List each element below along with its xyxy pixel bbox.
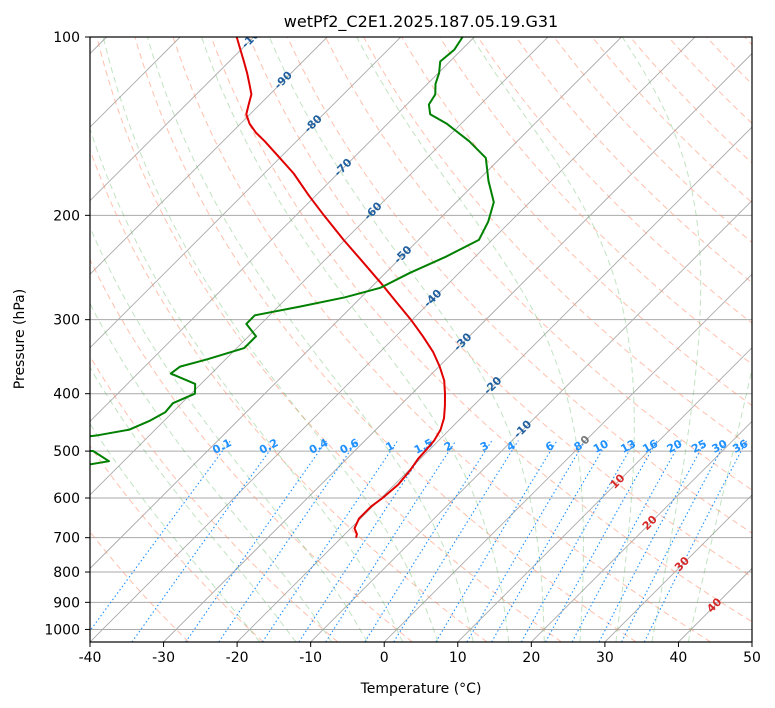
mixing-ratio-line: [218, 440, 358, 642]
mixing-ratio-label: 20: [665, 437, 685, 456]
mixing-ratio-label: 13: [618, 437, 638, 456]
mixing-ratio-line: [393, 440, 519, 642]
isotherm-line: [90, 37, 328, 275]
y-tick-label: 200: [53, 208, 80, 224]
isotherm-line: [604, 494, 752, 642]
y-tick-label: 900: [53, 595, 80, 611]
chart-title: wetPf2_C2E1.2025.187.05.19.G31: [284, 12, 558, 32]
mixing-ratio-line: [491, 440, 609, 642]
x-tick-label: 10: [449, 650, 467, 666]
moist-adiabat-line: [90, 302, 333, 642]
y-tick-label: 500: [53, 444, 80, 460]
dewpoint-profile: [90, 37, 495, 466]
y-tick-label: 600: [53, 491, 80, 507]
mixing-ratio-line: [466, 440, 586, 642]
isotherm-line: [531, 420, 752, 642]
x-tick-label: 40: [670, 650, 688, 666]
x-tick-label: -40: [79, 650, 102, 666]
dry-adiabat-line: [210, 37, 752, 623]
mixing-ratio-line: [131, 440, 278, 642]
axes: -40 -30 -20 -10 0 10 20 30 40 50 100 200 300 400 500 60…: [44, 30, 761, 666]
moist-adiabat-line: [201, 37, 510, 642]
isotherm-line: [90, 37, 475, 422]
x-tick-label: 30: [596, 650, 614, 666]
mixing-ratio-line: [298, 440, 432, 642]
y-tick-label: 700: [53, 531, 80, 547]
x-tick-label: 50: [743, 650, 761, 666]
moist-adiabat-line: [621, 37, 702, 642]
mixing-ratio-line: [621, 440, 727, 642]
moist-adiabat-line: [90, 423, 261, 642]
isotherm-line: [90, 37, 549, 496]
dry-adiabat-line: [477, 37, 752, 324]
dry-adiabat-line: [172, 37, 712, 642]
plot-frame: [89, 36, 753, 643]
moist-adiabat-line: [90, 226, 368, 642]
y-tick-label: 1000: [44, 622, 80, 638]
mixing-ratio-label: 16: [640, 437, 660, 456]
dry-adiabat-line: [401, 37, 752, 407]
mixing-ratio-line: [643, 440, 748, 642]
y-tick-label: 300: [53, 313, 80, 329]
dry-adiabat-line: [363, 37, 752, 449]
mixing-ratio-line: [90, 440, 231, 632]
dry-adiabat-line: [90, 258, 413, 642]
mixing-ratio-label: 30: [710, 437, 730, 456]
dry-adiabat-line: [248, 37, 752, 578]
dry-adiabat-line: [134, 37, 637, 642]
mixing-ratio-line: [598, 440, 707, 642]
x-tick-label: 20: [522, 650, 540, 666]
moist-adiabat-line: [471, 37, 635, 642]
isotherm-line: [90, 37, 696, 642]
isotherm-line: [90, 37, 622, 570]
mixing-ratio-label: 10: [591, 437, 611, 456]
mixing-ratio-line: [262, 440, 399, 642]
x-tick-label: -10: [299, 650, 322, 666]
dry-adiabat-line: [90, 445, 264, 642]
dry-adiabat-line: [96, 37, 562, 642]
dry-adiabat-line: [325, 37, 752, 491]
dry-adiabat-line: [591, 37, 752, 204]
y-axis-title: Pressure (hPa): [12, 289, 28, 389]
x-tick-label: 0: [380, 650, 389, 666]
mixing-ratio-label: 36: [730, 437, 750, 456]
mixing-ratio-line: [185, 440, 328, 642]
temperature-profile: [235, 37, 446, 538]
dry-adiabat-line: [629, 37, 752, 164]
isotherm-line: [163, 52, 752, 642]
y-tick-label: 800: [53, 565, 80, 581]
isotherm-line: [457, 347, 752, 642]
mixing-ratio-label: 25: [689, 437, 709, 456]
mixing-ratio-line: [521, 440, 636, 642]
mixing-ratio-line: [435, 440, 558, 642]
x-axis-title: Temperature (°C): [360, 681, 482, 697]
y-tick-label: 400: [53, 387, 80, 403]
isotherm-line: [236, 126, 752, 642]
x-tick-label: -30: [152, 650, 175, 666]
moist-adiabat-line: [146, 37, 474, 642]
x-tick-label: -20: [226, 650, 249, 666]
moist-adiabat-line: [102, 37, 439, 642]
moist-adiabat-line: [268, 37, 545, 642]
plot-area: 0.10.20.40.611.52346810131620253036-100-…: [90, 37, 752, 642]
moist-adiabat-line: [687, 366, 752, 642]
isotherm-line: [90, 37, 254, 202]
y-tick-label: 100: [53, 30, 80, 46]
isotherm-line: [90, 37, 402, 349]
moist-adiabat-line: [356, 37, 584, 642]
dry-adiabat-line: [286, 37, 752, 534]
isotherm-line: [383, 273, 752, 642]
